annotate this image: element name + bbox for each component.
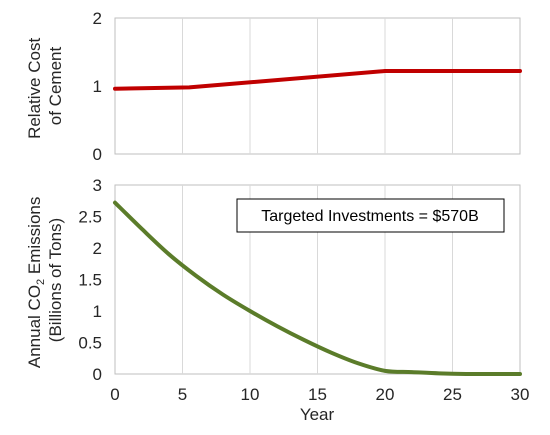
bottom-ylabel-line2: (Billions of Tons) bbox=[46, 218, 65, 342]
series-line bbox=[113, 200, 522, 377]
bottom-y-ticks: 0 0.5 1 1.5 2 2.5 3 bbox=[78, 176, 102, 384]
top-ylabel-line2: of Cement bbox=[46, 47, 65, 126]
series-line bbox=[113, 69, 522, 91]
x-tick-label: 20 bbox=[376, 385, 395, 404]
annotation-text: Targeted Investments = $570B bbox=[261, 208, 478, 225]
top-grid bbox=[182, 18, 453, 154]
top-ylabel: Relative Cost of Cement bbox=[25, 33, 65, 139]
annotation-box: Targeted Investments = $570B bbox=[236, 198, 505, 233]
x-tick-label: 10 bbox=[241, 385, 260, 404]
x-tick-label: 25 bbox=[443, 385, 462, 404]
y-tick-label: 2 bbox=[93, 9, 102, 28]
y-tick-label: 0.5 bbox=[78, 334, 102, 353]
y-tick-label: 0 bbox=[93, 145, 102, 164]
x-tick-label: 5 bbox=[178, 385, 187, 404]
bottom-series bbox=[113, 200, 522, 377]
y-tick-label: 0 bbox=[93, 365, 102, 384]
y-tick-label: 3 bbox=[93, 176, 102, 195]
bottom-panel: 0 0.5 1 1.5 2 2.5 3 0 5 10 15 20 25 30 Annual CO2 Em… bbox=[25, 176, 529, 424]
y-tick-label: 2.5 bbox=[78, 208, 102, 227]
bottom-ylabel: Annual CO2 Emissions (Billions of Tons) bbox=[25, 192, 65, 368]
bottom-x-ticks: 0 5 10 15 20 25 30 bbox=[110, 385, 529, 404]
top-series bbox=[113, 69, 522, 91]
x-tick-label: 0 bbox=[110, 385, 119, 404]
bottom-ylabel-line1: Annual CO2 Emissions bbox=[25, 197, 47, 368]
y-tick-label: 1 bbox=[93, 77, 102, 96]
y-tick-label: 1 bbox=[93, 302, 102, 321]
x-tick-label: 30 bbox=[511, 385, 530, 404]
x-tick-label: 15 bbox=[308, 385, 327, 404]
y-tick-label: 1.5 bbox=[78, 271, 102, 290]
top-y-ticks: 0 1 2 bbox=[93, 9, 102, 164]
top-ylabel-line1: Relative Cost bbox=[25, 38, 44, 139]
top-panel: 0 1 2 Relative Cost of Cement bbox=[25, 9, 522, 164]
y-tick-label: 2 bbox=[93, 239, 102, 258]
x-axis-label: Year bbox=[300, 405, 335, 424]
